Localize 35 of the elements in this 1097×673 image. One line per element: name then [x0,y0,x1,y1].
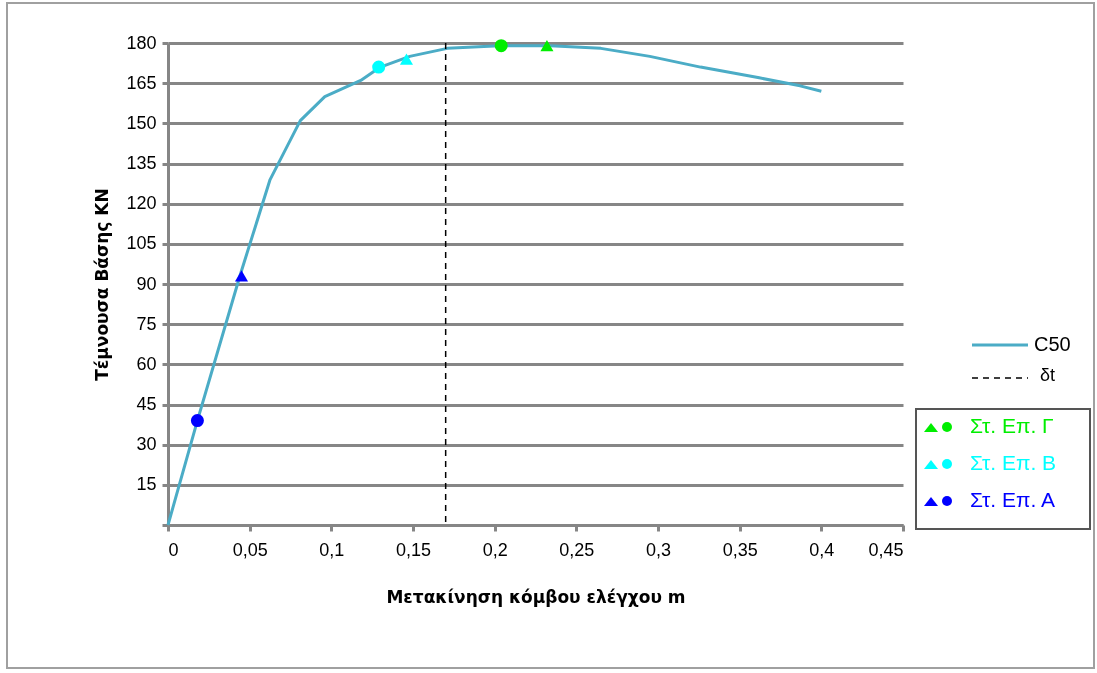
y-tick-label: 15 [136,474,157,495]
y-tick-label: 150 [126,112,157,133]
legend-label: Στ. Επ. Γ [970,414,1054,438]
point [494,39,508,53]
x-tick-label: 0,05 [232,539,268,560]
y-tick-label: 135 [126,153,157,173]
legend-label: C50 [1034,333,1071,356]
ref-line-label: δt [1040,365,1056,386]
x-tick-label: 0,35 [722,539,758,560]
y-tick-label: 60 [136,353,157,374]
legend-label: Στ. Επ. Α [970,488,1055,512]
x-tick-label: 0,4 [809,539,835,560]
x-tick-label: 0,25 [559,539,595,560]
point [399,53,413,65]
y-tick-label: 120 [126,193,157,214]
y-tick-label: 90 [136,273,157,294]
legend-label: Στ. Επ. Β [970,451,1057,475]
y-axis-title: Τέμνουσα Βάσης KN [92,188,113,381]
x-axis-title: Μετακίνηση κόμβου ελέγχου m [386,586,686,607]
point [190,414,204,428]
y-tick-label: 30 [136,434,157,455]
x-tick-label: 0,45 [868,539,904,560]
y-tick-label: 180 [126,32,157,53]
y-tick-label: 165 [126,72,157,93]
y-tick-label: 45 [136,394,157,414]
point [540,40,554,52]
point [372,60,386,74]
x-tick-label: 0 [168,539,179,560]
x-tick-label: 0,1 [319,539,345,560]
y-tick-label: 105 [126,233,157,254]
y-tick-label: 75 [136,313,157,334]
x-tick-label: 0,2 [482,539,508,560]
x-tick-label: 0,3 [645,539,672,560]
x-tick-label: 0,15 [395,539,432,560]
point [234,270,249,282]
